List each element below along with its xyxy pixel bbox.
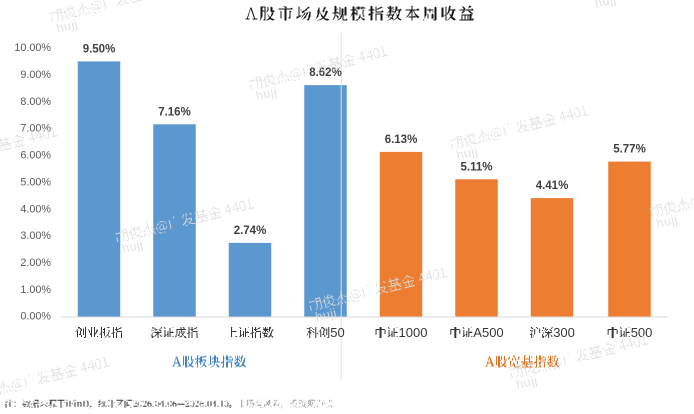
svg-text:7.00%: 7.00% [20, 123, 51, 135]
svg-text:9.00%: 9.00% [20, 69, 51, 81]
svg-text:9.50%: 9.50% [83, 43, 116, 55]
svg-text:2.00%: 2.00% [20, 257, 51, 269]
svg-text:1000: 1000 [399, 325, 428, 340]
svg-text:5.00%: 5.00% [20, 176, 51, 188]
svg-text:2.74%: 2.74% [234, 225, 267, 237]
svg-text:5.11%: 5.11% [461, 161, 493, 173]
svg-text:500: 500 [631, 325, 653, 340]
svg-text:5.77%: 5.77% [613, 144, 646, 156]
svg-text:50: 50 [330, 325, 344, 340]
svg-text:300: 300 [553, 325, 575, 340]
svg-text:4.41%: 4.41% [536, 180, 569, 192]
svg-text:0.00%: 0.00% [20, 311, 51, 323]
svg-text:10.00%: 10.00% [14, 42, 51, 54]
svg-text:3.00%: 3.00% [20, 230, 51, 242]
svg-text:1.00%: 1.00% [20, 284, 51, 296]
svg-text:8.00%: 8.00% [20, 96, 51, 108]
svg-text:A500: A500 [473, 325, 503, 340]
svg-text:6.00%: 6.00% [20, 150, 51, 162]
svg-text:7.16%: 7.16% [158, 106, 191, 118]
svg-text:4.00%: 4.00% [20, 203, 51, 215]
svg-text:6.13%: 6.13% [385, 134, 418, 146]
